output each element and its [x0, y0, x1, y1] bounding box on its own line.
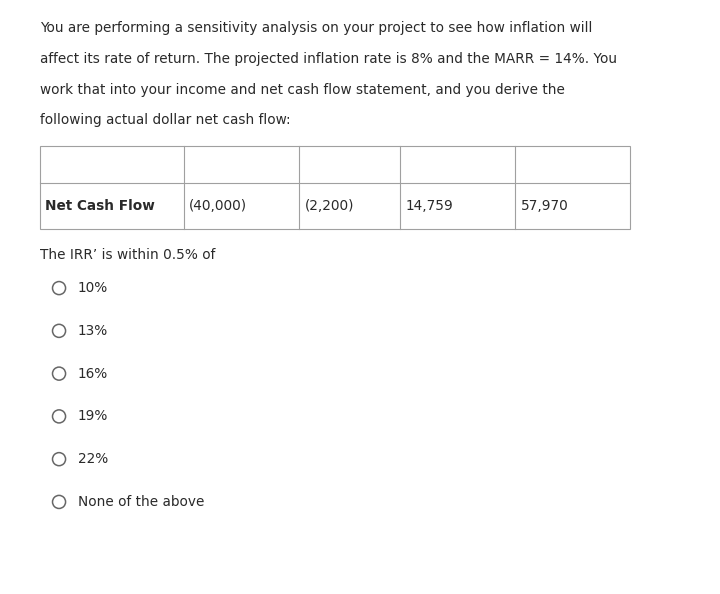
Text: 16%: 16% [78, 366, 108, 381]
Text: 57,970: 57,970 [521, 199, 568, 213]
Text: (40,000): (40,000) [189, 199, 248, 213]
Ellipse shape [53, 410, 66, 423]
Text: 13%: 13% [78, 324, 108, 338]
Ellipse shape [53, 367, 66, 380]
Ellipse shape [53, 495, 66, 508]
Text: 22%: 22% [78, 452, 108, 466]
Text: 19%: 19% [78, 409, 108, 424]
Text: None of the above: None of the above [78, 495, 204, 509]
Ellipse shape [53, 453, 66, 466]
Text: 10%: 10% [78, 281, 108, 295]
Text: The IRR’ is within 0.5% of: The IRR’ is within 0.5% of [40, 248, 215, 262]
Text: 14,759: 14,759 [405, 199, 453, 213]
Text: following actual dollar net cash flow:: following actual dollar net cash flow: [40, 113, 290, 128]
Text: (2,200): (2,200) [305, 199, 354, 213]
Ellipse shape [53, 324, 66, 337]
Text: Net Cash Flow: Net Cash Flow [45, 199, 156, 213]
Text: You are performing a sensitivity analysis on your project to see how inflation w: You are performing a sensitivity analysi… [40, 21, 592, 35]
Ellipse shape [53, 282, 66, 295]
Text: affect its rate of return. The projected inflation rate is 8% and the MARR = 14%: affect its rate of return. The projected… [40, 52, 616, 66]
Text: work that into your income and net cash flow statement, and you derive the: work that into your income and net cash … [40, 83, 564, 97]
Bar [40, 146, 630, 229]
